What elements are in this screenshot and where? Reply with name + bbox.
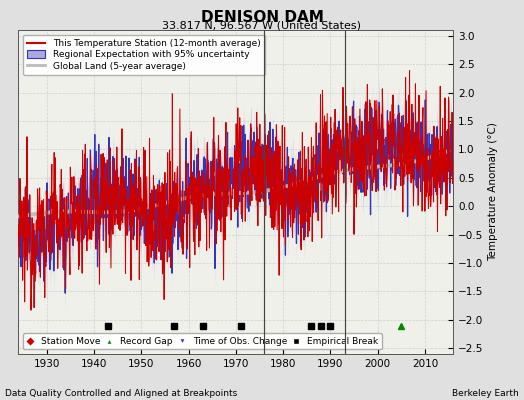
Text: 33.817 N, 96.567 W (United States): 33.817 N, 96.567 W (United States) [162, 21, 362, 31]
Text: DENISON DAM: DENISON DAM [201, 10, 323, 25]
Text: Berkeley Earth: Berkeley Earth [452, 389, 519, 398]
Text: Data Quality Controlled and Aligned at Breakpoints: Data Quality Controlled and Aligned at B… [5, 389, 237, 398]
Y-axis label: Temperature Anomaly (°C): Temperature Anomaly (°C) [488, 122, 498, 262]
Legend: Station Move, Record Gap, Time of Obs. Change, Empirical Break: Station Move, Record Gap, Time of Obs. C… [23, 333, 381, 350]
